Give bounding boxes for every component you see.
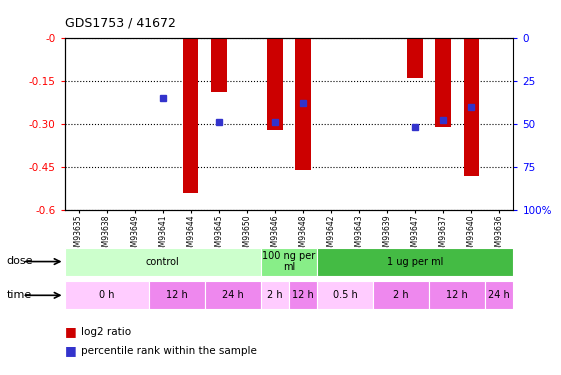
Bar xyxy=(205,281,261,309)
Text: 1 ug per ml: 1 ug per ml xyxy=(387,256,443,267)
Bar xyxy=(65,281,149,309)
Text: ■: ■ xyxy=(65,326,76,338)
Bar xyxy=(267,38,283,129)
Text: control: control xyxy=(146,256,180,267)
Bar xyxy=(261,281,289,309)
Text: 100 ng per
ml: 100 ng per ml xyxy=(263,251,315,272)
Text: 12 h: 12 h xyxy=(292,290,314,300)
Text: time: time xyxy=(7,290,32,300)
Bar xyxy=(317,281,373,309)
Text: percentile rank within the sample: percentile rank within the sample xyxy=(81,346,257,355)
Text: GDS1753 / 41672: GDS1753 / 41672 xyxy=(65,17,176,30)
Bar xyxy=(407,38,423,78)
Text: 2 h: 2 h xyxy=(393,290,409,300)
Bar xyxy=(373,281,429,309)
Text: 24 h: 24 h xyxy=(489,290,510,300)
Text: 0 h: 0 h xyxy=(99,290,114,300)
Text: 2 h: 2 h xyxy=(267,290,283,300)
Bar xyxy=(429,281,485,309)
Bar xyxy=(149,281,205,309)
Bar xyxy=(211,38,227,92)
Bar xyxy=(183,38,199,193)
Text: 24 h: 24 h xyxy=(222,290,243,300)
Bar xyxy=(463,38,479,176)
Bar xyxy=(261,248,317,276)
Bar xyxy=(289,281,317,309)
Text: ■: ■ xyxy=(65,344,76,357)
Text: 12 h: 12 h xyxy=(447,290,468,300)
Bar xyxy=(485,281,513,309)
Text: 12 h: 12 h xyxy=(166,290,187,300)
Bar xyxy=(65,248,261,276)
Bar xyxy=(317,248,513,276)
Bar xyxy=(435,38,451,127)
Text: log2 ratio: log2 ratio xyxy=(81,327,131,337)
Bar xyxy=(295,38,311,170)
Text: 0.5 h: 0.5 h xyxy=(333,290,357,300)
Text: dose: dose xyxy=(7,256,33,266)
